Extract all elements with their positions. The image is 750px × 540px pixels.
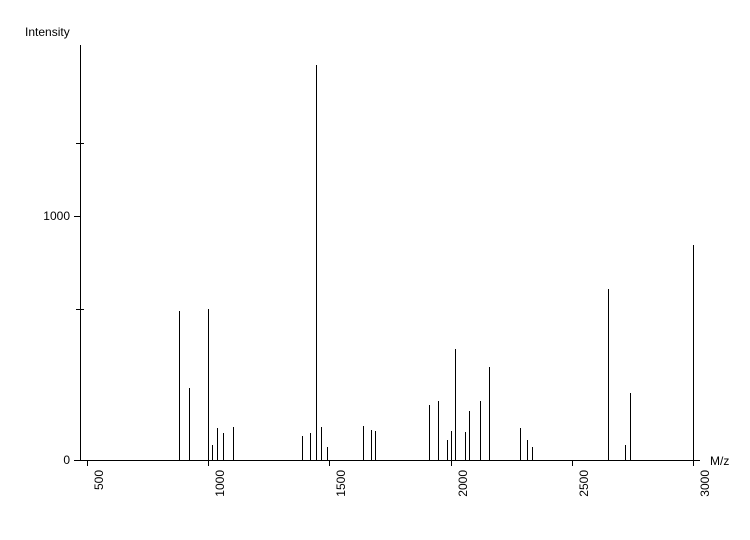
x-tick	[87, 460, 88, 466]
y-axis-title: Intensity	[25, 25, 70, 39]
spectrum-peak	[455, 349, 456, 460]
x-tick	[329, 460, 330, 466]
spectrum-peak	[310, 433, 311, 460]
x-axis-title: M/z	[710, 454, 729, 468]
x-tick-label: 1500	[334, 470, 348, 520]
y-tick-label: 0	[0, 453, 70, 467]
spectrum-peak	[625, 445, 626, 460]
spectrum-peak	[316, 65, 317, 460]
spectrum-peak	[532, 447, 533, 460]
spectrum-peak	[520, 428, 521, 460]
spectrum-peak	[302, 436, 303, 460]
spectrum-peak	[223, 433, 224, 460]
spectrum-peak	[321, 427, 322, 460]
y-axis-mark	[76, 143, 84, 144]
spectrum-peak	[429, 405, 430, 460]
y-tick	[74, 460, 80, 461]
plot-area	[80, 45, 700, 460]
x-tick-label: 500	[92, 470, 106, 520]
spectrum-peak	[189, 388, 190, 460]
x-tick	[572, 460, 573, 466]
spectrum-peak	[693, 245, 694, 460]
spectrum-peak	[465, 432, 466, 460]
y-axis-mark	[76, 309, 84, 310]
spectrum-peak	[489, 367, 490, 460]
spectrum-peak	[233, 427, 234, 460]
spectrum-peak	[212, 445, 213, 460]
spectrum-peak	[438, 401, 439, 460]
x-tick	[208, 460, 209, 466]
spectrum-peak	[375, 431, 376, 460]
spectrum-peak	[363, 426, 364, 460]
spectrum-peak	[480, 401, 481, 460]
spectrum-peak	[630, 393, 631, 460]
y-tick-label: 1000	[0, 209, 70, 223]
x-tick	[693, 460, 694, 466]
spectrum-peak	[451, 431, 452, 460]
spectrum-peak	[179, 311, 180, 460]
x-tick-label: 3000	[698, 470, 712, 520]
spectrum-peak	[371, 430, 372, 461]
spectrum-peak	[327, 447, 328, 460]
x-tick	[451, 460, 452, 466]
x-axis-line	[80, 460, 700, 461]
x-tick-label: 1000	[213, 470, 227, 520]
spectrum-peak	[608, 289, 609, 460]
x-tick-label: 2500	[577, 470, 591, 520]
spectrum-peak	[208, 309, 209, 460]
spectrum-peak	[527, 440, 528, 460]
spectrum-peak	[447, 440, 448, 460]
spectrum-peak	[469, 411, 470, 460]
y-axis-line	[80, 45, 81, 460]
mass-spectrum-chart: Intensity M/z 0 1000 500 1000 1500 2000 2500 30…	[0, 0, 750, 540]
y-tick	[74, 216, 80, 217]
x-tick-label: 2000	[456, 470, 470, 520]
spectrum-peak	[217, 428, 218, 460]
